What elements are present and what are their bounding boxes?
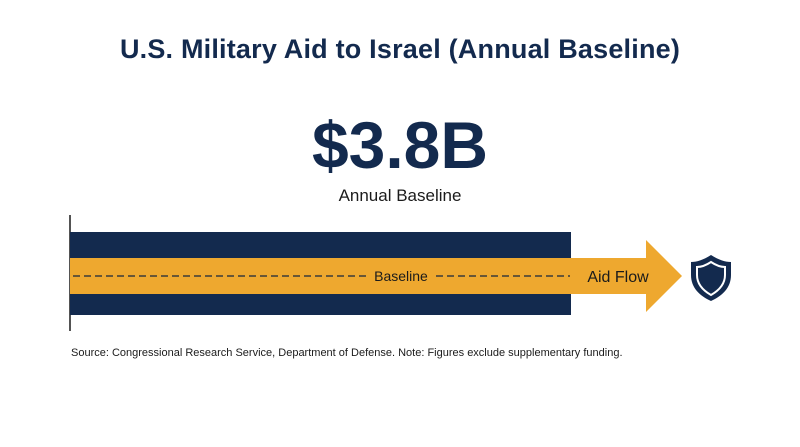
- shield-icon: [691, 255, 731, 301]
- headline-value: $3.8B: [311, 108, 489, 182]
- chart-title: U.S. Military Aid to Israel (Annual Base…: [119, 34, 681, 64]
- aid-flow-arrow: [70, 240, 682, 312]
- headline-label: Annual Baseline: [338, 186, 462, 205]
- arrow-label: Aid Flow: [587, 269, 649, 286]
- source-note: Source: Congressional Research Service, …: [71, 347, 623, 359]
- baseline-label: Baseline: [374, 268, 428, 284]
